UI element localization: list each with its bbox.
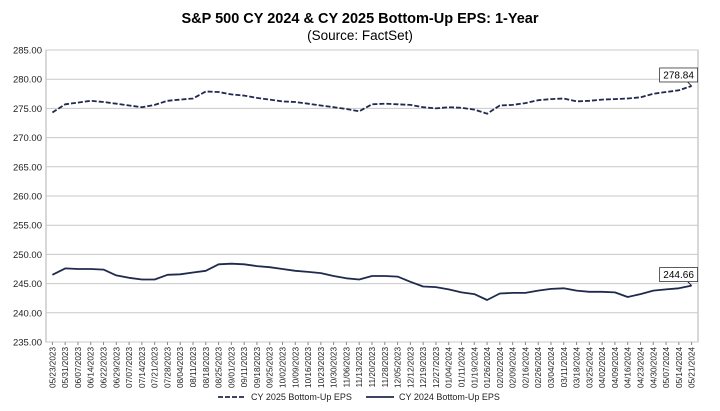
- x-tick-label: 06/14/2023: [87, 347, 96, 388]
- y-tick-label: 270.00: [13, 133, 42, 144]
- y-tick-label: 280.00: [13, 75, 42, 86]
- y-tick-label: 250.00: [13, 250, 42, 261]
- x-tick-label: 04/02/2024: [598, 347, 607, 388]
- x-tick-label: 07/21/2023: [151, 347, 160, 388]
- x-tick-label: 10/02/2023: [279, 347, 288, 388]
- x-tick-label: 10/30/2023: [330, 347, 339, 388]
- end-value-label: 278.84: [663, 70, 694, 81]
- series-line-1: [51, 262, 692, 301]
- legend-label: CY 2024 Bottom-Up EPS: [399, 392, 500, 402]
- x-tick-label: 05/14/2024: [675, 347, 684, 388]
- x-tick-label: 10/23/2023: [317, 347, 326, 388]
- x-tick-label: 02/16/2024: [521, 347, 530, 388]
- x-tick-label: 01/04/2024: [445, 347, 454, 388]
- x-tick-label: 11/20/2023: [368, 347, 377, 388]
- x-tick-label: 09/18/2023: [253, 347, 262, 388]
- x-tick-label: 04/23/2024: [636, 347, 645, 388]
- legend-label: CY 2025 Bottom-Up EPS: [251, 392, 352, 402]
- x-tick-label: 02/02/2024: [496, 347, 505, 388]
- x-tick-label: 01/26/2024: [483, 347, 492, 388]
- x-tick-label: 07/14/2023: [138, 347, 147, 388]
- y-axis-ticks: 235.00 240.00 245.00 250.00 255.00 260.00 265.…: [13, 46, 42, 349]
- x-tick-label: 03/25/2024: [585, 347, 594, 388]
- annotation-box: [659, 67, 699, 83]
- x-tick-label: 10/16/2023: [304, 347, 313, 388]
- chart-subtitle: (Source: FactSet): [307, 28, 413, 43]
- x-tick-label: 06/29/2023: [112, 347, 121, 388]
- x-tick-label: 08/18/2023: [202, 347, 211, 388]
- x-tick-label: 04/16/2024: [624, 347, 633, 388]
- x-tick-label: 09/25/2023: [266, 347, 275, 388]
- x-tick-label: 01/19/2024: [470, 347, 479, 388]
- x-tick-label: 04/09/2024: [611, 347, 620, 388]
- x-tick-label: 03/11/2024: [560, 347, 569, 388]
- annotation-leader: [687, 81, 692, 87]
- x-tick-label: 06/07/2023: [74, 347, 83, 388]
- x-tick-label: 11/13/2023: [355, 347, 364, 388]
- x-tick-label: 03/04/2024: [547, 347, 556, 388]
- end-value-annotations: 278.84 244.66: [659, 67, 699, 286]
- x-tick-label: 12/12/2023: [406, 347, 415, 388]
- y-tick-label: 255.00: [13, 221, 42, 232]
- x-tick-label: 11/28/2023: [381, 347, 390, 388]
- y-tick-label: 265.00: [13, 162, 42, 173]
- x-tick-label: 02/09/2024: [509, 347, 518, 388]
- x-tick-label: 01/11/2024: [457, 347, 466, 388]
- x-tick-label: 05/23/2023: [48, 347, 57, 388]
- x-tick-label: 04/30/2024: [649, 347, 658, 388]
- x-tick-label: 03/18/2024: [573, 347, 582, 388]
- legend: CY 2025 Bottom-Up EPS CY 2024 Bottom-Up E…: [218, 392, 500, 402]
- x-tick-label: 09/11/2023: [240, 347, 249, 388]
- x-axis-ticks: 05/23/2023 05/31/2023 06/07/2023 06/14/2023…: [48, 342, 697, 388]
- x-tick-label: 12/05/2023: [394, 347, 403, 388]
- x-tick-label: 06/22/2023: [100, 347, 109, 388]
- x-tick-label: 05/31/2023: [61, 347, 70, 388]
- chart-title: S&P 500 CY 2024 & CY 2025 Bottom-Up EPS:…: [181, 11, 538, 27]
- x-tick-label: 02/26/2024: [534, 347, 543, 388]
- end-value-label: 244.66: [663, 270, 694, 281]
- y-tick-label: 245.00: [13, 279, 42, 290]
- x-tick-label: 08/04/2023: [176, 347, 185, 388]
- y-tick-label: 235.00: [13, 338, 42, 349]
- y-tick-label: 240.00: [13, 308, 42, 319]
- x-tick-label: 07/28/2023: [163, 347, 172, 388]
- annotation-leader: [687, 281, 692, 286]
- annotation-box: [659, 267, 699, 282]
- series-line-0: [51, 85, 692, 115]
- series-lines: [51, 85, 692, 301]
- y-tick-label: 285.00: [13, 46, 42, 57]
- x-tick-label: 05/21/2024: [688, 347, 697, 388]
- x-tick-label: 07/07/2023: [125, 347, 134, 388]
- x-tick-label: 08/11/2023: [189, 347, 198, 388]
- x-tick-label: 11/06/2023: [342, 347, 351, 388]
- gridlines: [46, 49, 698, 343]
- x-tick-label: 09/01/2023: [227, 347, 236, 388]
- x-tick-label: 05/07/2024: [662, 347, 671, 388]
- x-tick-label: 08/25/2023: [215, 347, 224, 388]
- y-tick-label: 275.00: [13, 104, 42, 115]
- x-tick-label: 10/09/2023: [291, 347, 300, 388]
- y-tick-label: 260.00: [13, 192, 42, 203]
- x-tick-label: 12/19/2023: [419, 347, 428, 388]
- x-tick-label: 12/27/2023: [432, 347, 441, 388]
